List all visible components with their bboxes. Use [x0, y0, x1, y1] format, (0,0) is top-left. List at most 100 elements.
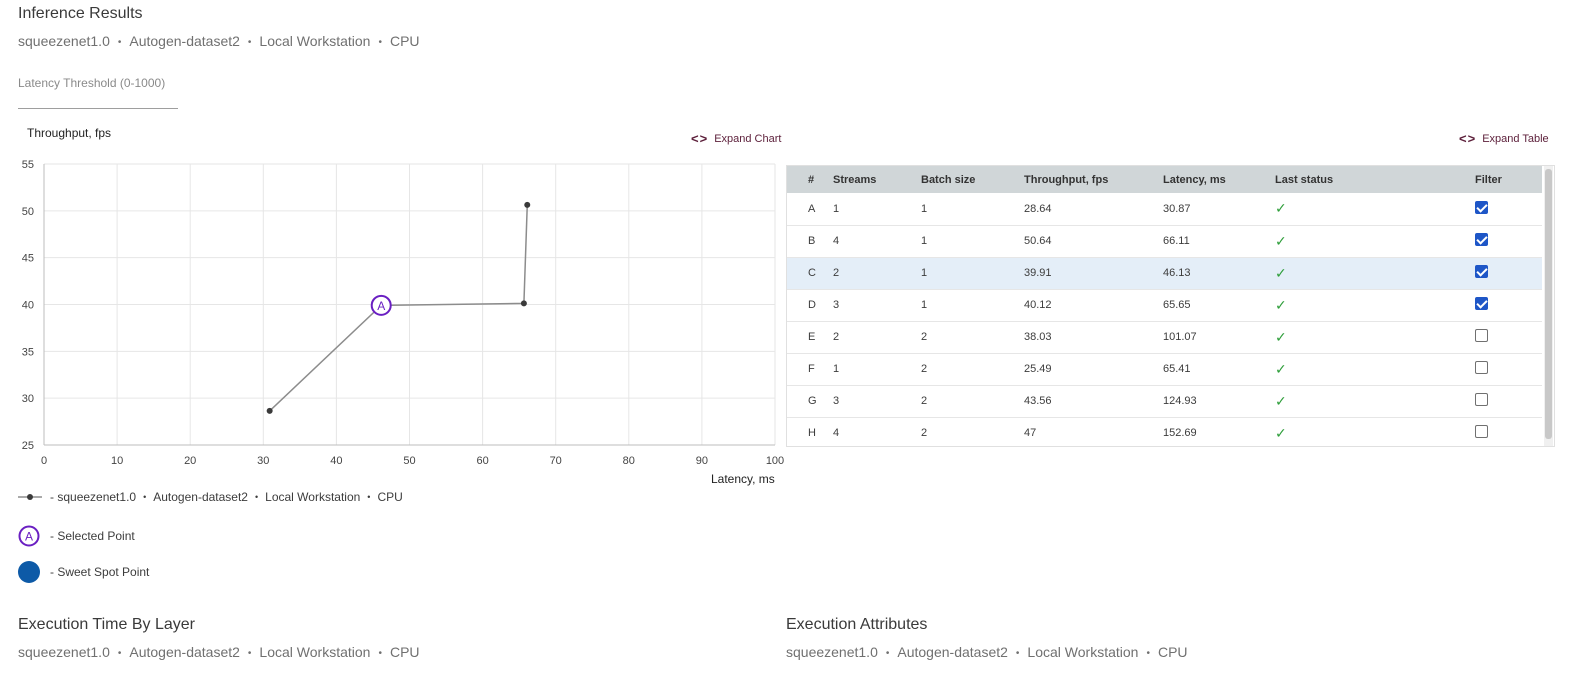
row-id: F — [808, 363, 815, 375]
page-title: Inference Results — [18, 5, 143, 22]
selected-data-point[interactable]: A — [370, 294, 392, 316]
row-streams: 1 — [833, 202, 840, 215]
exec-time-target: Local Workstation — [259, 644, 371, 660]
filter-checkbox[interactable] — [1475, 361, 1488, 374]
series-line-marker-icon — [18, 494, 42, 500]
legend-series-prefix: - — [50, 490, 54, 504]
row-batch-size: 1 — [921, 267, 928, 279]
table-row[interactable]: G 3 2 43.56 124.93 ✓ — [787, 385, 1542, 417]
row-latency: 152.69 — [1163, 427, 1197, 439]
row-throughput: 39.91 — [1024, 267, 1052, 279]
row-throughput: 50.64 — [1024, 235, 1052, 247]
col-latency[interactable]: Latency, ms — [1163, 173, 1226, 186]
filter-checkbox[interactable] — [1475, 200, 1488, 214]
exec-time-dataset: Autogen-dataset2 — [129, 644, 240, 660]
row-filter — [1475, 257, 1542, 289]
col-batch-size[interactable]: Batch size — [921, 173, 976, 186]
exec-time-subtitle: squeezenet1.0 • Autogen-dataset2 • Local Wor… — [18, 644, 420, 660]
legend-series-dataset: Autogen-dataset2 — [153, 490, 248, 504]
row-last-status: ✓ — [1275, 289, 1475, 321]
col-last-status[interactable]: Last status — [1275, 173, 1334, 186]
table-row[interactable]: C 2 1 39.91 46.13 ✓ — [787, 257, 1542, 289]
exec-attrs-target: Local Workstation — [1027, 644, 1139, 660]
chart-series: A — [266, 201, 531, 414]
filter-checkbox[interactable] — [1475, 393, 1488, 406]
data-point[interactable] — [520, 300, 527, 307]
exec-time-title: Execution Time By Layer — [18, 616, 195, 633]
row-latency: 46.13 — [1163, 267, 1191, 279]
filter-checkbox[interactable] — [1475, 265, 1488, 278]
data-point[interactable] — [524, 201, 531, 208]
legend-series: - squeezenet1.0 • Autogen-dataset2 • Local W… — [18, 490, 403, 504]
row-batch-size: 1 — [921, 235, 928, 247]
table-row[interactable]: E 2 2 38.03 101.07 ✓ — [787, 321, 1542, 353]
table-row[interactable]: B 4 1 50.64 66.11 ✓ — [787, 225, 1542, 257]
expand-chart-button[interactable]: <> Expand Chart — [691, 131, 781, 146]
exec-attrs-title: Execution Attributes — [786, 616, 928, 633]
row-filter — [1475, 289, 1542, 321]
filter-checkbox[interactable] — [1475, 297, 1488, 310]
x-tick-label: 50 — [403, 455, 415, 467]
code-chevrons-icon: <> — [691, 131, 709, 146]
col-id[interactable]: # — [808, 173, 815, 186]
table-row[interactable]: H 4 2 47 152.69 ✓ — [787, 417, 1542, 446]
table-row[interactable]: F 1 2 25.49 65.41 ✓ — [787, 353, 1542, 385]
y-tick-label: 35 — [22, 346, 34, 358]
success-check-icon: ✓ — [1275, 424, 1287, 441]
row-latency: 65.41 — [1163, 363, 1191, 375]
row-streams: 2 — [833, 331, 840, 343]
col-filter[interactable]: Filter — [1475, 173, 1502, 186]
table-row[interactable]: A 1 1 28.64 30.87 ✓ — [787, 193, 1542, 225]
selected-point-label: A — [377, 299, 385, 313]
expand-table-button[interactable]: <> Expand Table — [1459, 131, 1549, 146]
y-tick-label: 40 — [22, 300, 34, 312]
row-id: H — [808, 427, 816, 439]
expand-chart-label: Expand Chart — [714, 132, 782, 145]
device-name: CPU — [389, 33, 420, 49]
filter-checkbox[interactable] — [1475, 329, 1488, 342]
row-id: E — [808, 331, 816, 343]
row-streams: 3 — [833, 299, 840, 311]
x-tick-label: 0 — [41, 455, 47, 467]
y-axis-title: Throughput, fps — [27, 126, 112, 140]
row-last-status: ✓ — [1275, 321, 1475, 353]
col-streams[interactable]: Streams — [833, 173, 877, 186]
row-last-status: ✓ — [1275, 385, 1475, 417]
row-batch-size: 2 — [921, 395, 928, 407]
row-batch-size: 2 — [921, 427, 928, 439]
row-throughput: 47 — [1024, 427, 1037, 439]
x-tick-label: 80 — [623, 455, 635, 467]
inference-results-table: # Streams Batch size Throughput, fps Lat… — [786, 165, 1555, 447]
exec-attrs-subtitle: squeezenet1.0 • Autogen-dataset2 • Local Wor… — [786, 644, 1188, 660]
table-row[interactable]: D 3 1 40.12 65.65 ✓ — [787, 289, 1542, 321]
row-streams: 3 — [833, 395, 840, 407]
success-check-icon: ✓ — [1275, 232, 1287, 249]
row-batch-size: 2 — [921, 363, 928, 375]
latency-threshold-field[interactable]: Latency Threshold (0-1000) — [18, 76, 178, 110]
row-throughput: 28.64 — [1024, 202, 1052, 215]
row-id: D — [808, 299, 816, 311]
row-id: C — [808, 267, 816, 279]
row-throughput: 43.56 — [1024, 395, 1052, 407]
chart-grid — [43, 163, 776, 446]
table-scrollbar[interactable] — [1544, 166, 1553, 446]
filter-checkbox[interactable] — [1475, 425, 1488, 438]
row-last-status: ✓ — [1275, 417, 1475, 446]
row-last-status: ✓ — [1275, 353, 1475, 385]
table-scrollbar-thumb[interactable] — [1545, 169, 1552, 439]
y-tick-label: 25 — [22, 440, 34, 452]
legend-series-target: Local Workstation — [265, 490, 361, 504]
data-point[interactable] — [266, 407, 273, 414]
col-throughput[interactable]: Throughput, fps — [1024, 173, 1109, 186]
success-check-icon: ✓ — [1275, 360, 1287, 377]
y-tick-label: 55 — [22, 159, 34, 171]
exec-attrs-model: squeezenet1.0 — [786, 644, 878, 660]
row-latency: 66.11 — [1163, 235, 1190, 247]
row-id: G — [808, 395, 817, 407]
target-name: Local Workstation — [259, 33, 371, 49]
page-subtitle: squeezenet1.0 • Autogen-dataset2 • Local Wor… — [18, 33, 420, 49]
legend-selected-label: - Selected Point — [50, 529, 135, 543]
filter-checkbox[interactable] — [1475, 233, 1488, 246]
chart-ticks: 0 10 20 30 40 50 60 70 80 90 100 25 30 35 40 45 50 55 — [22, 159, 784, 467]
row-throughput: 38.03 — [1024, 331, 1052, 343]
